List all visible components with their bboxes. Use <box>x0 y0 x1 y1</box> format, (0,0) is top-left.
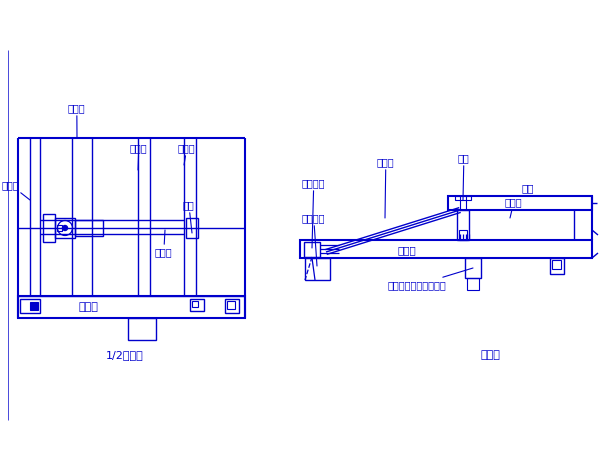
Bar <box>20 299 40 313</box>
Bar <box>30 302 38 310</box>
Text: 中横梁: 中横梁 <box>68 103 86 138</box>
Text: 次纵梁: 次纵梁 <box>155 230 173 257</box>
Bar <box>550 258 564 274</box>
Bar <box>55 218 75 238</box>
Text: 连续梁: 连续梁 <box>178 143 196 165</box>
Text: 主纵梁: 主纵梁 <box>78 302 98 312</box>
Text: 张拉机构: 张拉机构 <box>302 213 325 266</box>
Bar <box>465 258 481 278</box>
Text: 挂腿: 挂腿 <box>458 153 470 200</box>
Text: 立面图: 立面图 <box>480 350 500 360</box>
Bar <box>457 210 469 240</box>
Bar <box>57 225 62 231</box>
Bar <box>448 196 592 210</box>
Bar <box>300 240 592 258</box>
Bar <box>227 301 235 309</box>
Bar <box>43 214 55 242</box>
Bar <box>186 218 198 238</box>
Bar <box>192 301 198 307</box>
Bar <box>225 299 239 313</box>
Text: 桥面: 桥面 <box>522 183 535 193</box>
Text: 斜拉索: 斜拉索 <box>377 157 395 218</box>
Text: 1/2平面图: 1/2平面图 <box>106 350 144 360</box>
Bar <box>128 318 156 340</box>
Bar <box>552 260 561 269</box>
Bar <box>190 299 204 311</box>
Text: 主纵梁: 主纵梁 <box>398 245 417 255</box>
Text: 牵引装置: 牵引装置 <box>302 178 325 248</box>
Bar <box>467 278 479 290</box>
Text: 后横梁: 后横梁 <box>130 143 148 170</box>
Bar <box>305 258 330 280</box>
Bar <box>459 230 467 240</box>
Bar <box>75 220 103 236</box>
Text: 后锚: 后锚 <box>183 200 195 233</box>
Text: 标高调节机构、行走轮: 标高调节机构、行走轮 <box>388 268 473 290</box>
Bar <box>18 296 245 318</box>
Bar <box>304 242 320 257</box>
Text: 止推器: 止推器 <box>505 197 523 218</box>
Bar <box>455 196 471 200</box>
Text: 前横梁: 前横梁 <box>2 180 30 200</box>
Circle shape <box>62 225 67 230</box>
